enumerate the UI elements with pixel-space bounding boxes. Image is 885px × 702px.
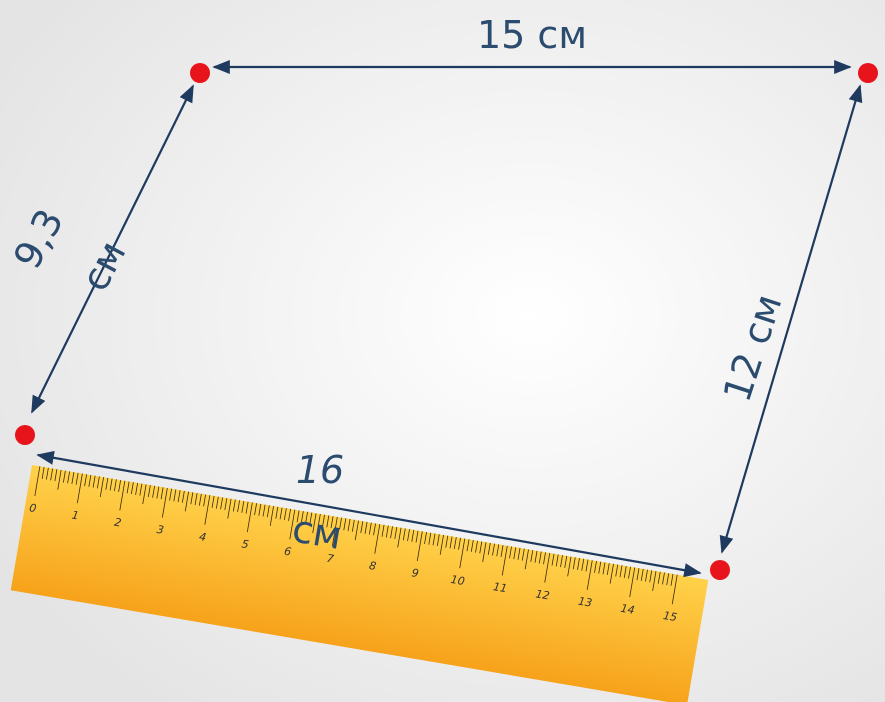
point	[710, 560, 730, 580]
point	[190, 63, 210, 83]
arrows	[31, 59, 863, 578]
label-bottom-unit: см	[289, 506, 345, 558]
point	[858, 63, 878, 83]
ruler-label: 14	[620, 602, 636, 617]
points	[15, 63, 878, 580]
label-top: 15 см	[477, 13, 587, 57]
ruler-label: 12	[535, 587, 551, 602]
arrow-left	[31, 84, 194, 414]
label-bottom: 16	[296, 448, 344, 492]
ruler-label: 10	[450, 573, 466, 588]
ruler-label: 15	[662, 609, 678, 624]
ruler-tick	[671, 574, 678, 605]
ruler-label: 13	[577, 595, 593, 610]
ruler-label: 11	[492, 580, 508, 595]
point	[15, 425, 35, 445]
ruler-label: 0	[28, 501, 37, 515]
arrow-right	[719, 84, 863, 554]
arrow-bottom	[36, 450, 702, 578]
